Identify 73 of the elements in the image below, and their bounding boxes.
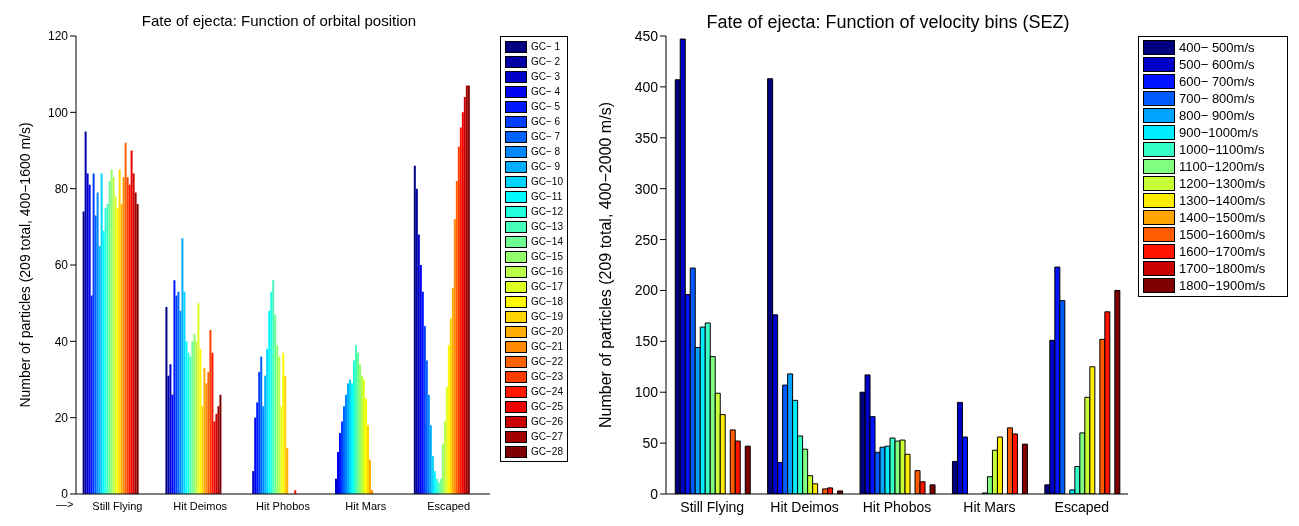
legend-label: GC−25 [531, 401, 563, 412]
legend-label: 1000−1100m/s [1179, 142, 1265, 157]
legend-label: GC− 5 [531, 101, 561, 112]
legend-label: GC−23 [531, 371, 563, 382]
x-tick-label: Hit Phobos [862, 498, 932, 515]
legend-label: GC−10 [531, 176, 563, 187]
legend-label: GC−17 [531, 281, 563, 292]
y-tick-label: 450 [634, 27, 659, 44]
legend-label: GC− 1 [531, 41, 561, 52]
chart-title: Fate of ejecta: Function of orbital position [140, 12, 418, 29]
legend-label: 400− 500m/s [1179, 40, 1255, 55]
y-tick-label: 250 [634, 231, 659, 248]
legend-label: GC− 9 [531, 161, 561, 172]
legend-label: 600− 700m/s [1179, 74, 1255, 89]
legend-label: GC−13 [531, 221, 563, 232]
y-tick-label: 100 [47, 105, 69, 120]
y-axis-title: Number of particles (209 total, 400−1600 m/s) [16, 122, 33, 408]
x-tick-label: Hit Deimos [770, 498, 839, 515]
legend-label: GC−14 [531, 236, 563, 247]
legend-label: 500− 600m/s [1179, 57, 1255, 72]
x-tick-label: Escaped [427, 499, 471, 512]
legend-label: GC− 2 [531, 56, 561, 67]
legend-label: GC−18 [531, 296, 563, 307]
chart-title: Fate of ejecta: Function of velocity bins (SEZ) [705, 12, 1071, 33]
legend-label: GC−15 [531, 251, 563, 262]
x-tick-label: Still Flying [680, 498, 745, 515]
legend-label: 1100−1200m/s [1179, 159, 1265, 174]
y-tick-label: 20 [54, 410, 69, 425]
y-tick-label: 0 [650, 485, 659, 502]
legend-label: GC− 8 [531, 146, 561, 157]
legend-label: GC−28 [531, 446, 563, 457]
legend-label: 800− 900m/s [1179, 108, 1255, 123]
legend-label: GC−12 [531, 206, 563, 217]
x-tick-label: Hit Deimos [173, 499, 228, 512]
legend-label: GC− 7 [531, 131, 561, 142]
legend-label: 1800−1900m/s [1179, 278, 1266, 293]
legend-label: GC− 4 [531, 86, 561, 97]
y-tick-label: 80 [54, 181, 69, 196]
y-tick-label: 120 [47, 29, 69, 44]
legend-label: 1400−1500m/s [1179, 210, 1266, 225]
legend-label: GC− 3 [531, 71, 561, 82]
legend-label: 1300−1400m/s [1179, 193, 1266, 208]
legend-label: GC−19 [531, 311, 563, 322]
y-tick-label: 40 [54, 334, 69, 349]
y-tick-label: 350 [634, 129, 659, 146]
y-tick-label: 60 [54, 258, 69, 273]
x-tick-label: Hit Phobos [256, 499, 311, 512]
legend-label: GC−26 [531, 416, 563, 427]
y-tick-label: 50 [642, 435, 659, 452]
x-tick-label: Still Flying [92, 499, 143, 512]
legend-label: GC−27 [531, 431, 563, 442]
y-tick-label: 200 [634, 282, 659, 299]
legend-label: 700− 800m/s [1179, 91, 1255, 106]
legend-label: 1700−1800m/s [1179, 261, 1266, 276]
legend-label: GC−24 [531, 386, 563, 397]
x-tick-label: Hit Mars [963, 498, 1016, 515]
y-tick-label: 400 [634, 78, 659, 95]
y-tick-label: 150 [634, 333, 659, 350]
x-tick-label: Escaped [1054, 498, 1110, 515]
legend-label: 900−1000m/s [1179, 125, 1259, 140]
legend-label: GC−16 [531, 266, 563, 277]
legend-label: GC−11 [531, 191, 563, 202]
y-axis-title: Number of particles (209 total, 400−2000 m/s) [596, 102, 614, 428]
y-tick-label: 300 [634, 180, 659, 197]
legend-label: GC− 6 [531, 116, 561, 127]
y-tick-label: 100 [634, 384, 659, 401]
legend-label: GC−20 [531, 326, 563, 337]
legend-label: GC−21 [531, 341, 563, 352]
legend-label: 1600−1700m/s [1179, 244, 1266, 259]
legend-label: 1500−1600m/s [1179, 227, 1266, 242]
x-tick-label: Hit Mars [345, 499, 387, 512]
legend-label: 1200−1300m/s [1179, 176, 1266, 191]
legend-label: GC−22 [531, 356, 563, 367]
